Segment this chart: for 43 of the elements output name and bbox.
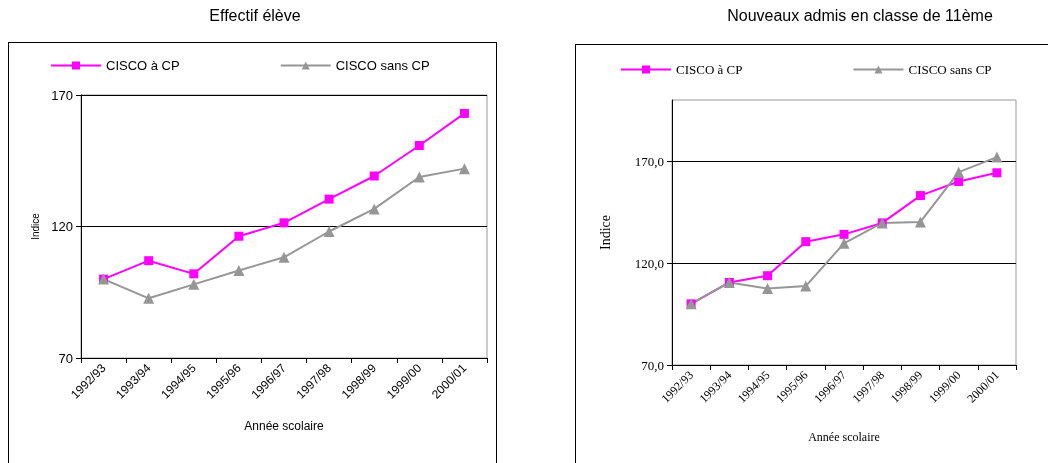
legend-label: CISCO à CP	[106, 58, 180, 73]
point	[800, 280, 812, 292]
point	[915, 191, 925, 201]
point	[143, 292, 155, 304]
point	[459, 108, 469, 118]
x-axis-title: Année scolaire	[244, 419, 325, 433]
y-tick-label: 170	[51, 87, 73, 103]
point	[188, 278, 200, 290]
point	[233, 264, 245, 276]
point	[838, 237, 850, 249]
point	[992, 168, 1002, 178]
chart-title: Effectif élève	[209, 6, 301, 24]
point	[368, 203, 380, 215]
point	[991, 151, 1003, 163]
y-tick-label: 120	[51, 219, 73, 234]
y-tick-label: 170,0	[634, 153, 664, 169]
y-axis-title: Indice	[29, 212, 41, 240]
point	[762, 283, 774, 295]
point	[801, 237, 811, 247]
point	[763, 271, 773, 281]
legend-label: CISCO à CP	[676, 62, 743, 77]
x-axis-title: Année scolaire	[808, 430, 880, 444]
point	[323, 226, 335, 237]
point	[953, 166, 965, 178]
point	[413, 171, 425, 183]
y-tick-label: 70	[58, 350, 73, 366]
point	[189, 269, 199, 279]
point	[279, 218, 289, 228]
point	[234, 231, 244, 241]
point	[324, 194, 334, 204]
y-axis-title: Indice	[597, 215, 613, 250]
point	[458, 163, 470, 175]
point	[839, 229, 849, 239]
point	[914, 216, 926, 228]
y-tick-label: 120,0	[634, 255, 664, 271]
chart-title: Nouveaux admis en classe de 11ème	[727, 6, 993, 24]
legend-label: CISCO sans CP	[335, 58, 430, 73]
y-tick-label: 70,0	[641, 357, 664, 373]
point	[144, 256, 154, 266]
legend-label: CISCO sans CP	[908, 62, 992, 77]
point	[278, 251, 290, 263]
point	[414, 141, 424, 150]
point	[369, 171, 379, 181]
